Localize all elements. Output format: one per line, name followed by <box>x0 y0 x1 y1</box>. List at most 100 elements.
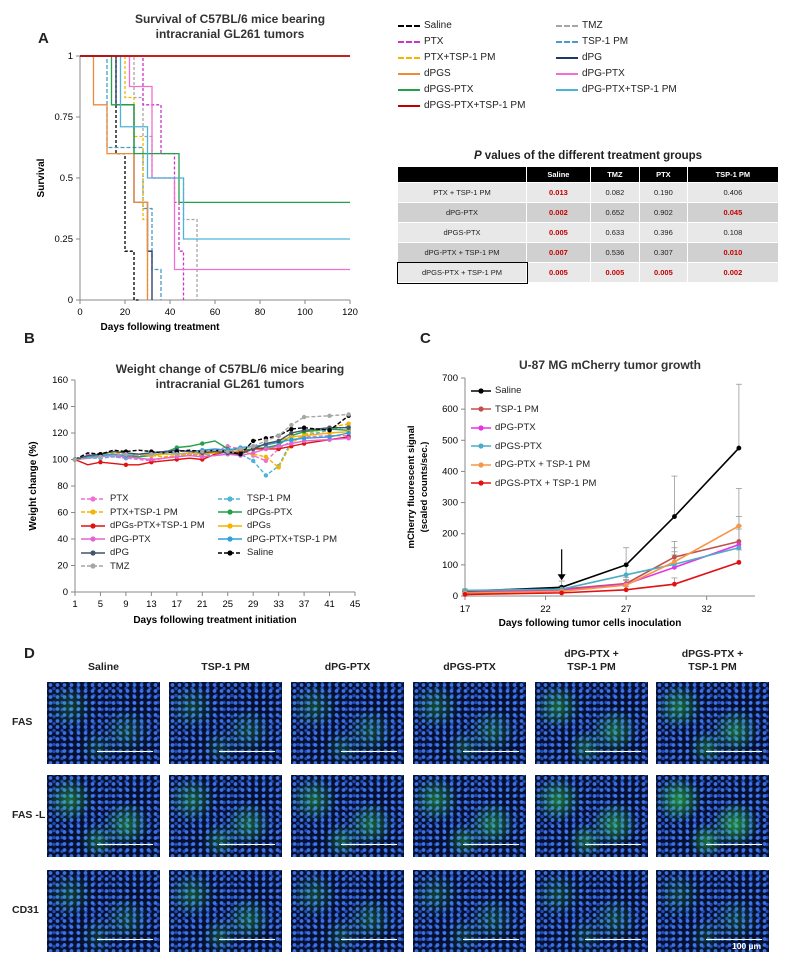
legend-label: PTX <box>110 493 129 504</box>
growth-y-tick-7: 700 <box>442 373 458 384</box>
legend-swatch-marker <box>227 522 233 529</box>
weight-point-tmz <box>301 414 307 420</box>
microscopy-image-cd31-2 <box>169 870 282 952</box>
weight-point-tmz <box>276 433 281 438</box>
survival-legend-item-ptx-tsp-1-pm: PTX+TSP-1 PM <box>398 52 495 64</box>
growth-y-tick-6: 600 <box>442 404 458 415</box>
growth-point-saline <box>736 445 742 451</box>
legend-label: dPG <box>110 547 130 558</box>
weight-point-tmz <box>263 438 269 444</box>
microscopy-column-dpgs-ptx-tsp-1-pm: dPGS-PTX + TSP-1 PM <box>656 648 769 674</box>
legend-label: TSP-1 PM <box>247 493 291 504</box>
pvalue-cell: 0.652 <box>589 202 640 223</box>
legend-swatch-marker <box>90 536 96 542</box>
weight-point-dpg <box>276 438 281 444</box>
growth-point-dpgs-ptx <box>623 572 629 578</box>
weight-legend-item-ptx: PTX <box>80 493 128 504</box>
weight-point-tmz <box>174 452 180 457</box>
pvalue-table: Saline TMZ PTX TSP-1 PM PTX + TSP-1 PM 0.013 0… <box>396 166 780 284</box>
survival-y-tick-2: 0.5 <box>60 173 73 184</box>
weight-point-tsp-1-pm <box>250 458 256 464</box>
pvalue-header-tmz: TMZ <box>589 166 640 183</box>
legend-label: dPGS-PTX + TSP-1 PM <box>495 477 597 489</box>
scale-bar <box>585 751 641 752</box>
scale-bar-label: 100 µm <box>732 941 761 951</box>
survival-line-dpgs-ptx <box>80 55 350 204</box>
weight-x-label: Days following treatment initiation <box>133 615 296 626</box>
growth-point-dpg-ptx-tsp-1-pm <box>623 582 629 588</box>
legend-label: dPG-PTX+TSP-1 PM <box>247 533 338 545</box>
weight-point-dpg <box>346 425 351 430</box>
growth-point-tsp-1-pm <box>672 554 677 560</box>
survival-y-tick-4: 1 <box>68 51 73 62</box>
legend-label: Saline <box>495 385 522 396</box>
scale-bar <box>341 939 397 940</box>
pvalue-cell: 0.005 <box>638 262 688 283</box>
weight-x-tick-10: 41 <box>324 599 335 610</box>
legend-label: TSP-1 PM <box>495 403 539 415</box>
weight-title-line1: Weight change of C57BL/6 mice bearing <box>115 362 345 376</box>
legend-swatch-marker <box>227 495 233 502</box>
pvalue-cell: 0.007 <box>526 242 591 263</box>
weight-y-tick-1: 20 <box>57 561 68 572</box>
legend-swatch <box>218 536 242 542</box>
pvalue-header-tsp-1-pm: TSP-1 PM <box>686 166 780 183</box>
microscopy-image-cd31-6: 100 µm <box>656 870 769 952</box>
legend-label: dPGS <box>424 68 451 79</box>
weight-y-tick-2: 40 <box>57 534 68 545</box>
panel-label-a: A <box>38 30 49 47</box>
survival-legend-item-dpgs-ptx-tsp-1-pm: dPGS-PTX+TSP-1 PM <box>398 100 525 112</box>
weight-title-line2: intracranial GL261 tumors <box>155 377 305 391</box>
growth-point-saline <box>623 562 629 568</box>
survival-line-dpg <box>80 55 153 300</box>
growth-y-tick-1: 100 <box>442 560 458 571</box>
legend-swatch-marker <box>478 424 484 431</box>
legend-label: Saline <box>424 20 452 31</box>
scale-bar <box>97 844 153 845</box>
growth-legend: Saline TSP-1 PM dPG-PTX dPGS-PTX dPG-PTX + T… <box>470 385 670 500</box>
survival-x-tick-2: 40 <box>165 307 176 318</box>
legend-label: dPG-PTX <box>110 533 151 545</box>
pvalue-group-cell: dPGS-PTX <box>397 222 527 243</box>
growth-chart-title: U-87 MG mCherry tumor growth <box>518 358 701 372</box>
survival-chart-title: Survival of C57BL/6 mice bearing intracr… <box>100 12 360 42</box>
column-label-line2: TSP-1 PM <box>688 661 737 673</box>
weight-x-tick-11: 45 <box>350 599 361 610</box>
weight-line-ptx <box>74 434 349 462</box>
microscopy-column-dpg-ptx-tsp-1-pm: dPG-PTX + TSP-1 PM <box>535 648 648 674</box>
legend-swatch <box>398 89 420 91</box>
weight-y-tick-3: 60 <box>57 508 68 519</box>
pvalue-header-group <box>397 166 527 183</box>
table-row: dPGS-PTX + TSP-1 PM 0.005 0.005 0.005 0.002 <box>396 261 780 284</box>
legend-swatch-marker <box>90 522 96 529</box>
weight-chart-title: Weight change of C57BL/6 mice bearing in… <box>80 362 380 392</box>
weight-point-tmz <box>327 413 332 418</box>
pvalue-group-cell: dPG-PTX + TSP-1 PM <box>397 242 527 263</box>
weight-y-tick-6: 120 <box>52 428 68 439</box>
weight-point-tmz <box>289 422 294 428</box>
legend-swatch <box>471 387 491 394</box>
pvalue-cell: 0.396 <box>638 222 688 243</box>
microscopy-image-fas-l-6 <box>656 775 769 857</box>
legend-label: dPGS-PTX+TSP-1 PM <box>424 100 526 111</box>
legend-swatch <box>556 25 578 27</box>
legend-label: dPGS-PTX <box>495 440 542 452</box>
weight-point-saline <box>250 438 256 444</box>
pvalue-header-row: Saline TMZ PTX TSP-1 PM <box>397 166 780 183</box>
legend-label: dPGS-PTX <box>424 84 474 95</box>
growth-line-dpgs-ptx <box>464 546 740 592</box>
weight-point-dpgs-ptx <box>200 441 205 446</box>
legend-swatch <box>218 509 242 515</box>
legend-swatch-marker <box>90 495 96 502</box>
weight-point-dpg-ptx <box>276 444 281 449</box>
legend-swatch <box>398 41 420 43</box>
legend-swatch-marker <box>478 443 484 449</box>
microscopy-column-saline: Saline <box>47 661 160 674</box>
scale-bar <box>463 844 519 845</box>
pvalue-cell: 0.010 <box>686 242 780 263</box>
pvalue-header-ptx: PTX <box>638 166 688 183</box>
weight-point-dpg-ptx-tsp-1-pm <box>289 437 294 442</box>
weight-line-saline <box>74 415 350 461</box>
survival-legend-item-dpg-ptx: dPG-PTX <box>556 68 625 80</box>
growth-point-dpgs-ptx <box>736 545 742 551</box>
